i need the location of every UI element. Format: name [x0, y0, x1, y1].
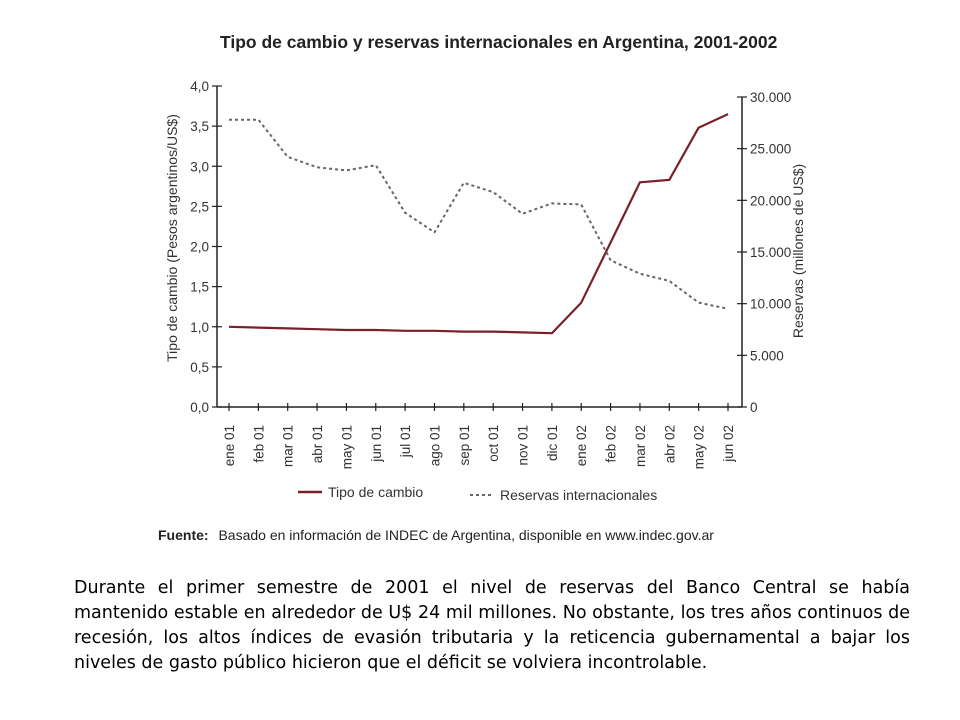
x-tick-label: jun 02: [721, 425, 736, 463]
y-left-tick-label: 1,5: [190, 280, 209, 295]
x-tick-label: oct 01: [486, 425, 501, 462]
x-tick-label: sep 01: [457, 425, 472, 466]
x-tick-label: may 01: [339, 425, 354, 469]
y-left-tick-label: 0,0: [190, 400, 209, 415]
x-tick-label: ene 01: [222, 425, 237, 466]
y-left-tick-label: 4,0: [190, 79, 209, 94]
x-tick-label: mar 01: [281, 425, 296, 467]
legend-label-tipo-de-cambio: Tipo de cambio: [328, 484, 423, 500]
x-tick-label: jul 01: [398, 425, 413, 458]
source-label: Fuente:: [158, 527, 209, 543]
chart-svg: Tipo de cambio y reservas internacionale…: [158, 32, 806, 543]
y-right-tick-label: 20.000: [750, 193, 791, 208]
chart-marks: [228, 113, 729, 335]
series-line-tipo-de-cambio: [228, 113, 729, 335]
source-text: Basado en información de INDEC de Argent…: [218, 527, 714, 543]
y-left-tick-label: 3,5: [190, 119, 209, 134]
y-right-tick-label: 15.000: [750, 245, 791, 260]
x-tick-label: feb 02: [604, 425, 619, 463]
y-right-tick-label: 5.000: [750, 348, 784, 363]
y-left-tick-label: 2,0: [190, 240, 209, 255]
series-line-reservas-internacionales: [229, 118, 729, 310]
chart-legend: Tipo de cambio Reservas internacionales: [298, 484, 657, 503]
x-tick-label: abr 02: [662, 425, 677, 463]
x-tick-label: dic 01: [545, 425, 560, 461]
chart-axes: 0,0 0,5 1,0 1,5 2,0 2,5 3,0 3,5 4,0 0 5.000 10.000 1…: [190, 79, 791, 469]
y-right-tick-label: 10.000: [750, 297, 791, 312]
y-right-tick-label: 30.000: [750, 90, 791, 105]
x-tick-label: jun 01: [369, 425, 384, 463]
y-left-tick-label: 3,0: [190, 159, 209, 174]
y-left-tick-label: 1,0: [190, 320, 209, 335]
y-left-axis-label: Tipo de cambio (Pesos argentinos/US$): [164, 114, 180, 362]
source-note: Fuente: Basado en información de INDEC d…: [158, 527, 714, 543]
chart-area: Tipo de cambio y reservas internacionale…: [158, 32, 806, 543]
y-right-tick-label: 25.000: [750, 142, 791, 157]
y-right-tick-label: 0: [750, 400, 758, 415]
caption-paragraph: Durante el primer semestre de 2001 el ni…: [74, 578, 910, 673]
x-tick-label: mar 02: [633, 425, 648, 467]
x-tick-label: may 02: [692, 425, 707, 469]
y-right-axis-label: Reservas (millones de US$): [790, 164, 806, 338]
x-tick-label: feb 01: [251, 425, 266, 463]
x-tick-label: ago 01: [427, 425, 442, 466]
x-tick-label: ene 02: [574, 425, 589, 466]
chart-title: Tipo de cambio y reservas internacionale…: [220, 32, 778, 52]
x-tick-label: nov 01: [516, 425, 531, 466]
x-tick-label: abr 01: [310, 425, 325, 463]
legend-label-reservas: Reservas internacionales: [500, 487, 657, 503]
y-left-tick-label: 2,5: [190, 199, 209, 214]
y-left-tick-label: 0,5: [190, 360, 209, 375]
